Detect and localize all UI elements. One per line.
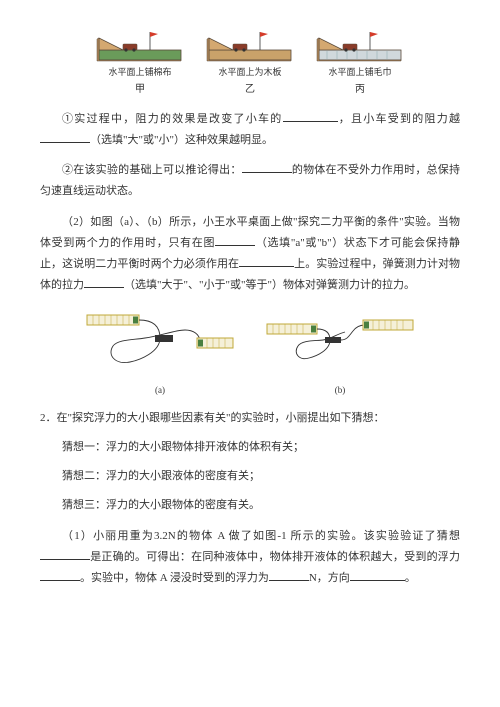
ramp-fig-1: 水平面上铺棉布 甲 bbox=[95, 20, 185, 99]
t: N，方向 bbox=[309, 572, 350, 584]
t: （选填"大"或"小"）这种效果越明显。 bbox=[90, 134, 273, 146]
t: （1）小丽用重为3.2N的物体 A 做了如图-1 所示的实验。该实验验证了猜想 bbox=[62, 530, 460, 542]
t: ②在该实验的基础上可以推论得出： bbox=[62, 164, 242, 176]
blank bbox=[239, 255, 294, 267]
ramp-label-3: 丙 bbox=[355, 80, 365, 99]
ramp-svg-2 bbox=[205, 20, 295, 65]
t: （选填"大于"、"小于"或"等于"）物体对弹簧测力计的拉力。 bbox=[124, 279, 415, 291]
t: 。 bbox=[405, 572, 416, 584]
blank bbox=[84, 276, 124, 288]
spring-label-a: (a) bbox=[85, 385, 235, 397]
spring-fig-a: (a) bbox=[85, 310, 235, 397]
ramp-svg-1 bbox=[95, 20, 185, 65]
ramp-fig-3: 水平面上铺毛巾 丙 bbox=[315, 20, 405, 99]
guess-2: 猜想二：浮力的大小跟液体的密度有关； bbox=[40, 466, 460, 487]
blank bbox=[215, 234, 255, 246]
ramp-caption-2: 水平面上为木板 bbox=[218, 67, 281, 79]
ramp-label-2: 乙 bbox=[245, 80, 255, 99]
blank bbox=[242, 161, 292, 173]
figure-row-ramps: 水平面上铺棉布 甲 水平面上为木板 乙 bbox=[40, 20, 460, 99]
t: 。实验中，物体 A 浸没时受到的浮力为 bbox=[80, 572, 269, 584]
sec2-head: 2．在"探究浮力的大小跟哪些因素有关"的实验时，小丽提出如下猜想： bbox=[40, 408, 460, 429]
q3: （1）小丽用重为3.2N的物体 A 做了如图-1 所示的实验。该实验验证了猜想是… bbox=[40, 526, 460, 589]
ramp-caption-3: 水平面上铺毛巾 bbox=[328, 67, 391, 79]
ramp-svg-3 bbox=[315, 20, 405, 65]
t: ①实过程中，阻力的效果是改变了小车的 bbox=[62, 113, 283, 125]
spring-svg-a bbox=[85, 310, 235, 375]
blank bbox=[350, 569, 405, 581]
q1-2: ②在该实验的基础上可以推论得出：的物体在不受外力作用时，总保持匀速直线运动状态。 bbox=[40, 160, 460, 202]
blank bbox=[40, 130, 90, 142]
spring-svg-b bbox=[265, 310, 415, 375]
blank bbox=[269, 569, 309, 581]
spring-fig-b: (b) bbox=[265, 310, 415, 397]
t: 是正确的。可得出：在同种液体中，物体排开液体的体积越大，受到的浮力 bbox=[90, 551, 460, 563]
blank bbox=[283, 110, 338, 122]
ramp-label-1: 甲 bbox=[135, 80, 145, 99]
ramp-fig-2: 水平面上为木板 乙 bbox=[205, 20, 295, 99]
q2: （2）如图（a）、（b）所示，小王水平桌面上做"探究二力平衡的条件"实验。当物体… bbox=[40, 212, 460, 296]
ramp-caption-1: 水平面上铺棉布 bbox=[108, 67, 171, 79]
guess-3: 猜想三：浮力的大小跟物体的密度有关。 bbox=[40, 495, 460, 516]
q1-1: ①实过程中，阻力的效果是改变了小车的 ，且小车受到的阻力越 （选填"大"或"小"）这… bbox=[40, 109, 460, 151]
t: ，且小车受到的阻力越 bbox=[338, 113, 461, 125]
spring-label-b: (b) bbox=[265, 385, 415, 397]
guess-1: 猜想一：浮力的大小跟物体排开液体的体积有关； bbox=[40, 437, 460, 458]
figure-row-springs: (a) (b) bbox=[40, 310, 460, 397]
blank bbox=[40, 569, 80, 581]
blank bbox=[40, 548, 90, 560]
